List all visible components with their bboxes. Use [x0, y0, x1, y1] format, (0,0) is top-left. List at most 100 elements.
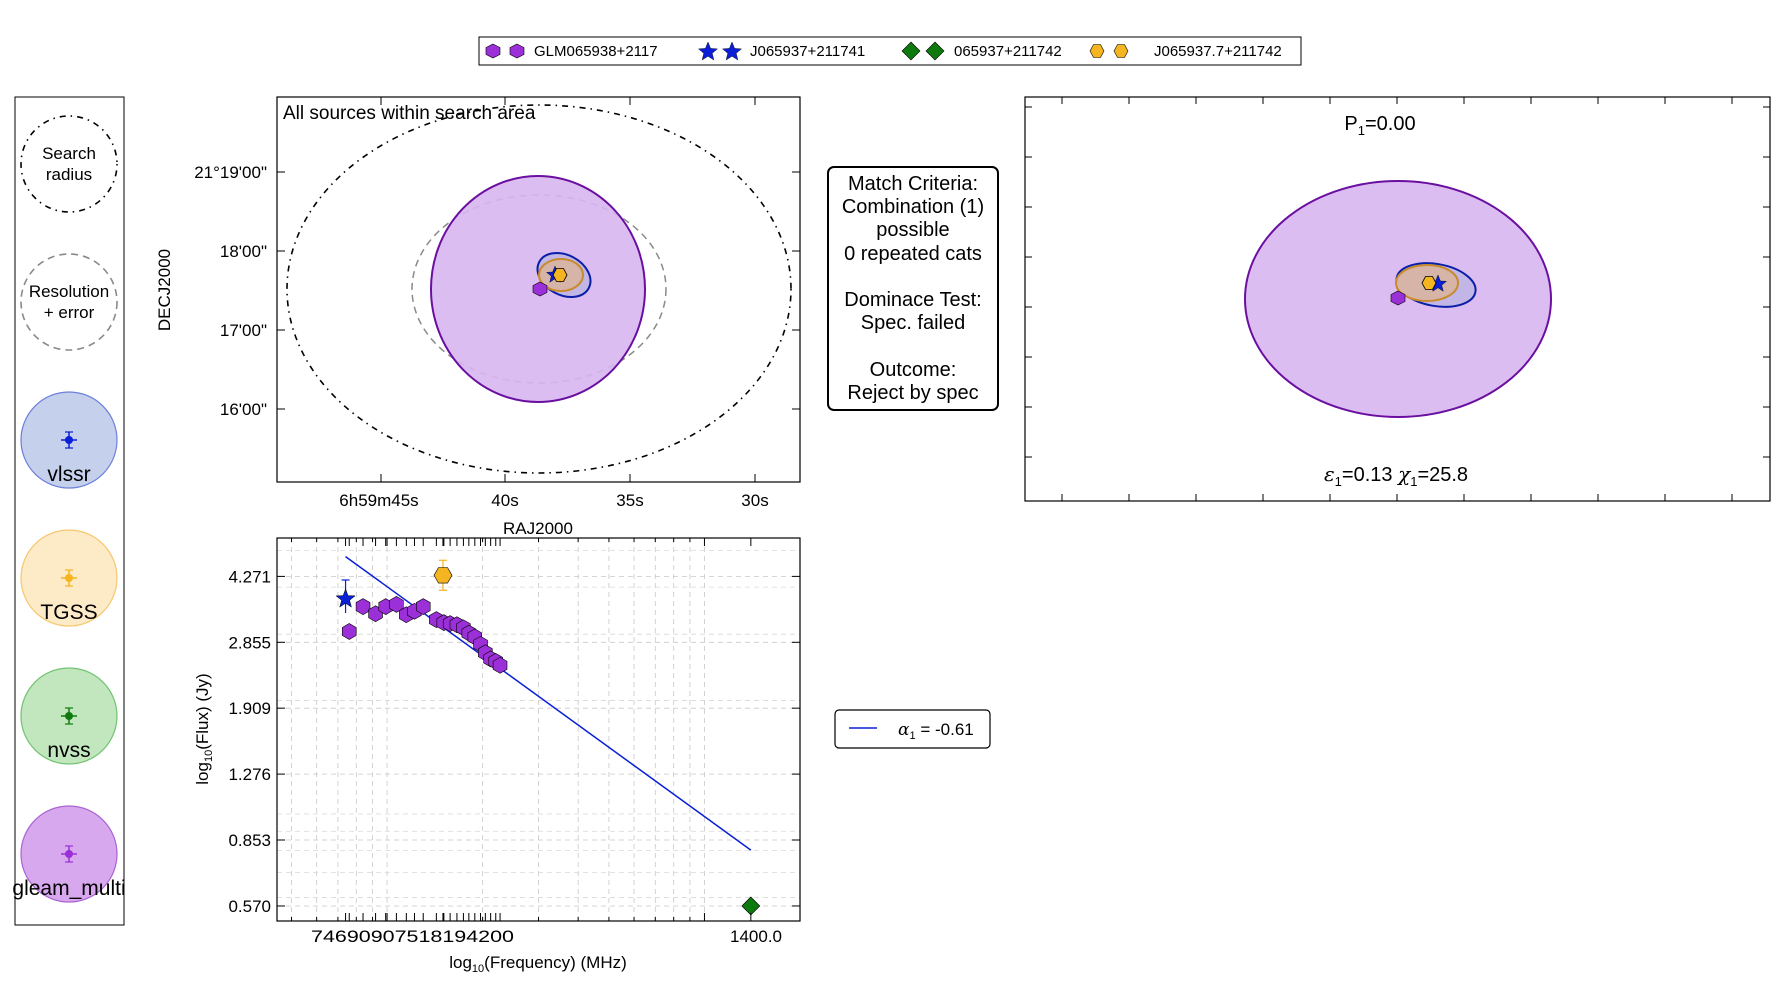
spectrum-ytick-label: 4.271: [228, 567, 271, 586]
data-point: [436, 614, 452, 631]
hexagon-icon: [485, 43, 501, 59]
series-nvss: [741, 896, 761, 916]
data-point: [399, 606, 414, 624]
data-point: [741, 896, 761, 916]
match-box-frame: [827, 166, 999, 411]
data-point: [378, 598, 393, 615]
catalog-label: gleam_multi: [12, 877, 125, 900]
resolution-swatch: [20, 253, 118, 351]
data-point: [449, 616, 465, 634]
data-point: [335, 588, 356, 608]
data-point: [467, 628, 483, 646]
data-point: [483, 650, 498, 668]
catalog-dot: [65, 574, 73, 582]
match-line: Outcome:: [870, 359, 957, 381]
legend-label: GLM065938+2117: [534, 43, 658, 60]
diamond-icon: [925, 41, 945, 61]
legend-entry-vlssr: J065937+211741: [697, 41, 865, 61]
tgss-error-ellipse: [538, 258, 584, 292]
legend-entry-tgss: J065937.7+211742: [1089, 43, 1282, 60]
catalog-swatch-TGSS: TGSS: [20, 529, 118, 627]
legend-entry-gleam: GLM065938+2117: [485, 43, 658, 60]
gleam-source-marker: [532, 281, 548, 297]
probability-label: P1=0.00: [1344, 113, 1415, 138]
vlssr-error-ellipse: [536, 251, 592, 299]
side-legend-frame: [14, 96, 125, 926]
tgss-source-marker: [1421, 276, 1437, 290]
sky-xtick: 6h59m45s: [339, 491, 418, 510]
fit-legend-frame: [834, 709, 991, 749]
star-icon: [721, 41, 743, 61]
zoom-plot-frame: [1024, 96, 1771, 502]
sky-ytick: 17'00": [220, 321, 267, 340]
data-point: [478, 644, 493, 662]
catalog-circle: [20, 805, 118, 903]
sky-xtick: 30s: [741, 491, 768, 510]
legend-label: J065937.7+211742: [1154, 43, 1282, 60]
spectrum-ytick-label: 2.855: [228, 633, 271, 652]
legend-label: J065937+211741: [750, 43, 865, 60]
resolution-label: + error: [44, 303, 95, 322]
match-line: Combination (1): [842, 196, 984, 218]
data-point: [433, 567, 453, 584]
spectrum-frame: [276, 537, 801, 922]
data-point: [407, 602, 422, 620]
data-point: [456, 619, 471, 637]
catalog-circle: [20, 667, 118, 765]
vlssr-source-marker: [545, 265, 565, 283]
spectrum-ytick-label: 1.276: [228, 765, 271, 784]
match-line: Spec. failed: [861, 312, 966, 334]
series-TGSS: [433, 559, 453, 591]
fit-line: [345, 555, 752, 851]
sky-ylabel: DECJ2000: [155, 249, 174, 331]
sky-plot-title: All sources within search area: [283, 103, 536, 124]
sky-xtick: 40s: [491, 491, 518, 510]
catalog-circle: [20, 529, 118, 627]
series-vlssr: [335, 579, 356, 613]
catalog-dot: [65, 712, 73, 720]
search-radius-label: Search: [42, 144, 96, 163]
data-point: [461, 624, 477, 642]
diamond-icon: [901, 41, 921, 61]
spectrum-ytick-label: 0.570: [228, 897, 271, 916]
data-point: [473, 635, 488, 653]
resolution-ellipse: [411, 194, 667, 384]
spectrum-ytick-label: 0.853: [228, 831, 271, 850]
search-radius-label: radius: [46, 165, 92, 184]
spectrum-ytick-label: 1.909: [228, 699, 271, 718]
star-icon: [697, 41, 719, 61]
tgss-error-ellipse: [1395, 264, 1459, 302]
vlssr-source-marker: [1428, 274, 1448, 292]
stats-label: ε1=0.13 χ1=25.8: [1324, 462, 1468, 489]
series-gleam_multi: [341, 596, 508, 674]
spectrum-ylabel: log10(Flux) (Jy): [193, 673, 215, 784]
gleam-error-ellipse: [1244, 180, 1552, 418]
catalog-dot: [65, 436, 73, 444]
sky-ytick: 21°19'00": [194, 163, 267, 182]
top-legend-frame: [478, 36, 1302, 66]
fit-legend-label: α1 = -0.61: [898, 720, 974, 742]
catalog-label: nvss: [47, 739, 90, 762]
hexagon-icon: [509, 43, 525, 59]
sky-plot-frame: [276, 96, 801, 483]
match-line: Dominace Test:: [844, 289, 981, 311]
spectrum-xtick-last: 1400.0: [730, 927, 782, 946]
spectrum-xlabel: log10(Frequency) (MHz): [449, 953, 627, 975]
catalog-swatch-gleam_multi: gleam_multi: [12, 805, 126, 903]
data-point: [415, 598, 431, 615]
sky-ytick: 18'00": [220, 242, 267, 261]
gleam-source-marker: [1390, 290, 1406, 306]
hexagon-icon: [1113, 44, 1129, 58]
search-radius-ellipse: [286, 104, 792, 474]
sky-xlabel: RAJ2000: [503, 519, 573, 538]
match-line: Reject by spec: [847, 382, 978, 404]
resolution-label: Resolution: [29, 282, 109, 301]
tgss-source-marker: [552, 268, 568, 282]
data-point: [368, 605, 383, 623]
catalog-label: TGSS: [40, 601, 97, 624]
